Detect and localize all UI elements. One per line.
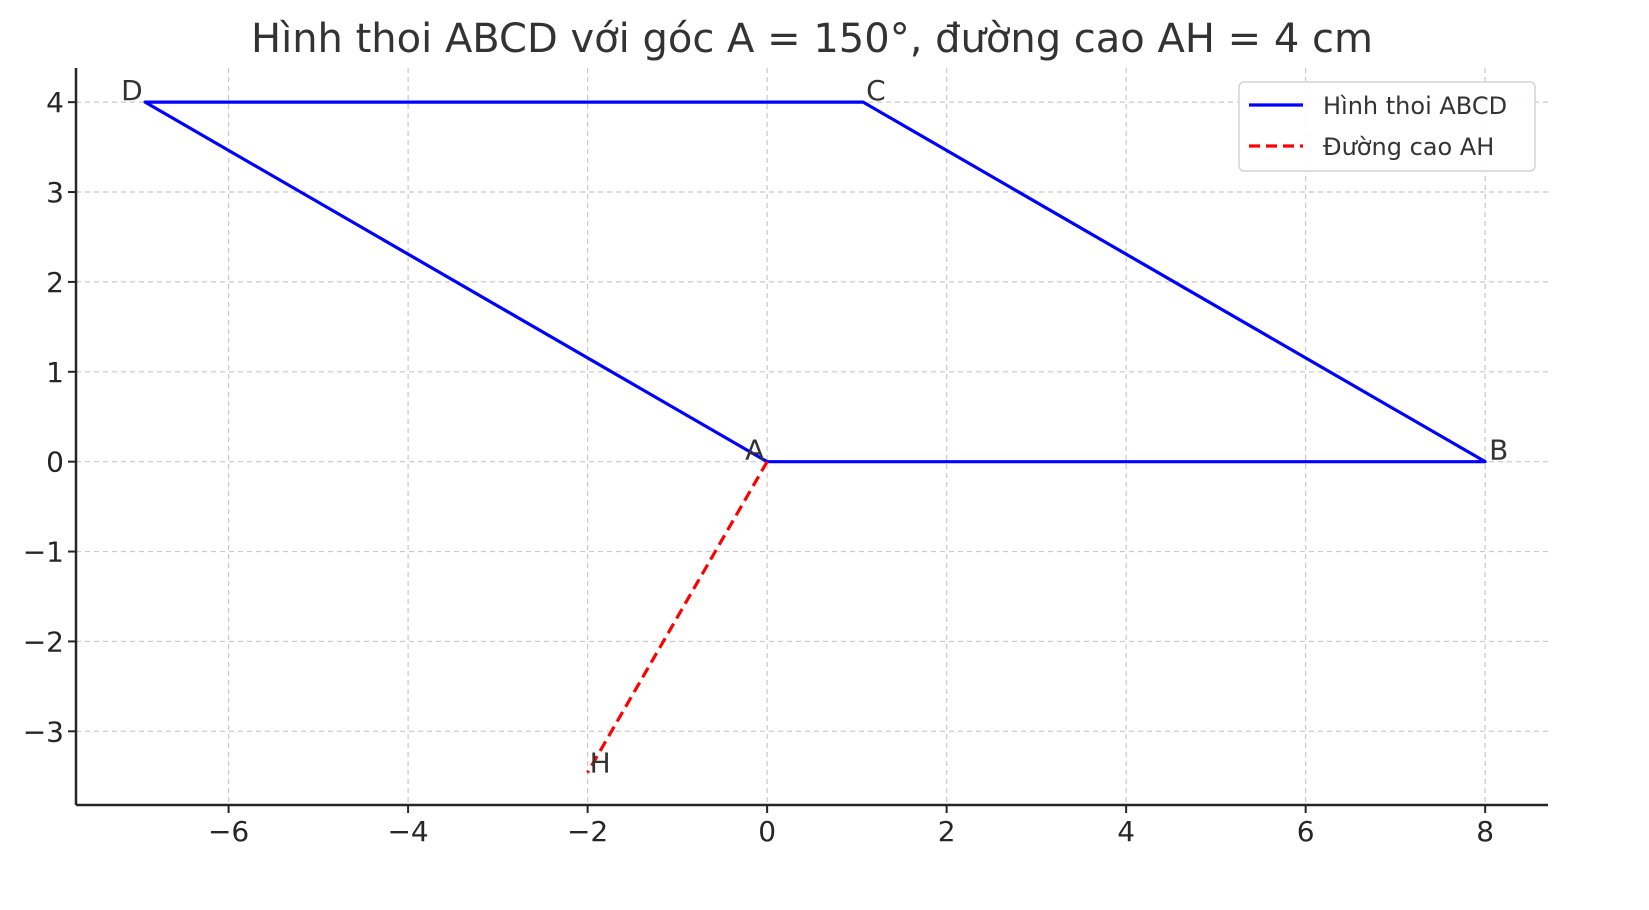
x-tick-label: 0 bbox=[758, 815, 776, 848]
legend-box bbox=[1238, 81, 1536, 172]
vertex-label-d: D bbox=[121, 74, 143, 107]
vertex-label-a: A bbox=[745, 434, 764, 467]
grid bbox=[76, 68, 1548, 805]
vertex-label-h: H bbox=[590, 747, 611, 780]
legend: Hình thoi ABCD Đường cao AH bbox=[1238, 81, 1536, 172]
series-line-2 bbox=[586, 460, 769, 774]
x-tick-label: −4 bbox=[387, 815, 428, 848]
y-tick-label: 4 bbox=[46, 86, 64, 119]
y-tick-label: −1 bbox=[23, 536, 64, 569]
y-tick-label: 0 bbox=[46, 446, 64, 479]
legend-label-2: Đường cao AH bbox=[1323, 133, 1494, 161]
y-tick-label: −2 bbox=[23, 625, 64, 658]
plot-series bbox=[143, 100, 1487, 774]
x-tick-label: 2 bbox=[938, 815, 956, 848]
x-tick-label: −6 bbox=[208, 815, 249, 848]
y-tick-label: −3 bbox=[23, 715, 64, 748]
y-tick-label: 3 bbox=[46, 176, 64, 209]
axes: −6 −4 −2 0 2 4 6 8 −3 −2 −1 0 1 2 3 4 bbox=[23, 68, 1548, 848]
series-line-1 bbox=[143, 100, 1487, 464]
x-tick-label: −2 bbox=[567, 815, 608, 848]
vertex-label-b: B bbox=[1489, 434, 1508, 467]
y-tick-label: 1 bbox=[46, 356, 64, 389]
x-tick-label: 6 bbox=[1297, 815, 1315, 848]
legend-label-1: Hình thoi ABCD bbox=[1323, 92, 1507, 120]
x-tick-label: 4 bbox=[1117, 815, 1135, 848]
x-tick-label: 8 bbox=[1476, 815, 1494, 848]
y-tick-label: 2 bbox=[46, 266, 64, 299]
vertex-labels: A B C D H bbox=[121, 74, 1508, 779]
vertex-label-c: C bbox=[866, 74, 886, 107]
chart-title: Hình thoi ABCD với góc A = 150°, đường c… bbox=[251, 16, 1373, 62]
